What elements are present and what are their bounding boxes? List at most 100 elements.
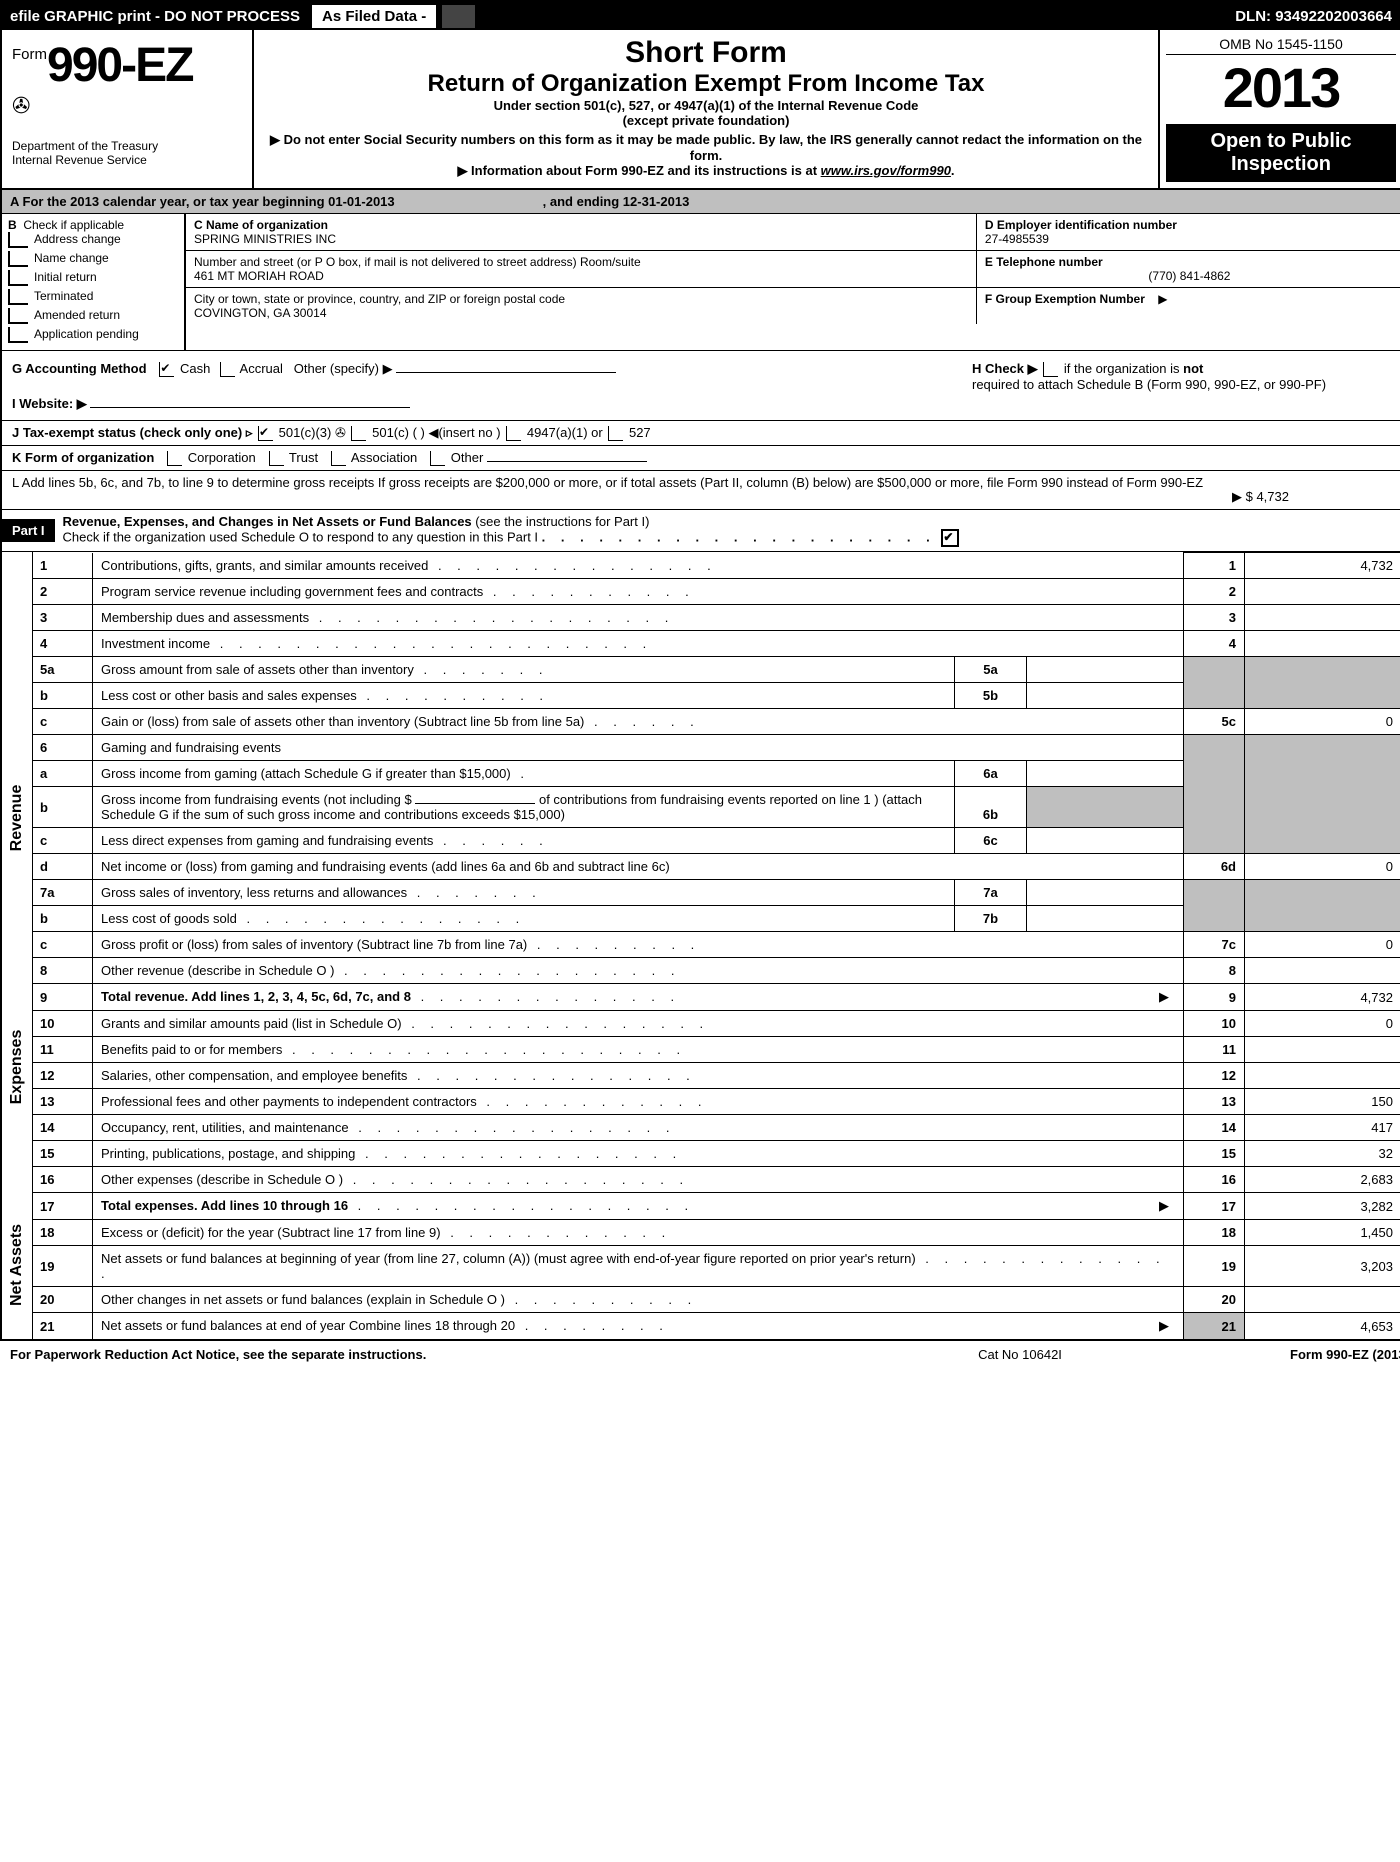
side-expenses: Expenses bbox=[8, 1030, 26, 1105]
line-9: 9 Total revenue. Add lines 1, 2, 3, 4, 5… bbox=[32, 984, 1400, 1011]
topbar: efile GRAPHIC print - DO NOT PROCESS As … bbox=[2, 2, 1400, 30]
omb-no: OMB No 1545-1150 bbox=[1166, 36, 1396, 55]
b-item-0: Address change bbox=[34, 232, 121, 246]
h-not: not bbox=[1183, 361, 1203, 376]
b-item-3: Terminated bbox=[34, 289, 93, 303]
line-14: 14 Occupancy, rent, utilities, and maint… bbox=[32, 1115, 1400, 1141]
checkbox-trust[interactable] bbox=[269, 451, 284, 466]
k-label: K Form of organization bbox=[12, 450, 154, 465]
line-4: 4 Investment income . . . . . . . . . . … bbox=[32, 631, 1400, 657]
b-letter: B bbox=[8, 218, 17, 232]
dept-irs: Internal Revenue Service bbox=[12, 153, 242, 167]
j-opt1: 501(c)(3) bbox=[279, 425, 332, 440]
row-a-begin: A For the 2013 calendar year, or tax yea… bbox=[2, 190, 403, 213]
section-j: J Tax-exempt status (check only one) ▹ 5… bbox=[2, 421, 1400, 446]
checkbox-h[interactable] bbox=[1043, 362, 1058, 377]
line-18: 18 Excess or (deficit) for the year (Sub… bbox=[32, 1220, 1400, 1246]
l-text: L Add lines 5b, 6c, and 7b, to line 9 to… bbox=[12, 475, 1232, 505]
section-l: L Add lines 5b, 6c, and 7b, to line 9 to… bbox=[2, 471, 1400, 510]
side-labels: Revenue Expenses Net Assets bbox=[2, 552, 32, 1339]
line-12: 12 Salaries, other compensation, and emp… bbox=[32, 1063, 1400, 1089]
checkbox-cash[interactable] bbox=[159, 362, 174, 377]
topbar-left: efile GRAPHIC print - DO NOT PROCESS bbox=[2, 5, 308, 28]
subline-2: (except private foundation) bbox=[266, 113, 1146, 128]
checkbox-501c[interactable] bbox=[351, 426, 366, 441]
city-label: City or town, state or province, country… bbox=[194, 292, 968, 306]
col-b: B Check if applicable Address change Nam… bbox=[2, 214, 186, 350]
line-19: 19 Net assets or fund balances at beginn… bbox=[32, 1246, 1400, 1287]
checkbox-501c3[interactable] bbox=[258, 426, 273, 441]
checkbox-assoc[interactable] bbox=[331, 451, 346, 466]
dept-treasury: Department of the Treasury bbox=[12, 139, 242, 153]
section-i: I Website: ▶ bbox=[2, 394, 1400, 421]
line-20: 20 Other changes in net assets or fund b… bbox=[32, 1287, 1400, 1313]
subline-1: Under section 501(c), 527, or 4947(a)(1)… bbox=[266, 98, 1146, 113]
checkbox-corp[interactable] bbox=[167, 451, 182, 466]
page-footer: For Paperwork Reduction Act Notice, see … bbox=[0, 1341, 1400, 1368]
g-label: G Accounting Method bbox=[12, 361, 147, 376]
line-16: 16 Other expenses (describe in Schedule … bbox=[32, 1167, 1400, 1193]
c-label: C Name of organization bbox=[194, 218, 968, 232]
d-label: D Employer identification number bbox=[985, 218, 1394, 232]
line-7a: 7a Gross sales of inventory, less return… bbox=[32, 880, 1400, 906]
h-label: H Check ▶ bbox=[972, 361, 1038, 376]
street-label: Number and street (or P O box, if mail i… bbox=[194, 255, 968, 269]
b-check-label: Check if applicable bbox=[23, 218, 124, 232]
warning-1: ▶ Do not enter Social Security numbers o… bbox=[266, 132, 1146, 163]
checkbox-527[interactable] bbox=[608, 426, 623, 441]
line-13: 13 Professional fees and other payments … bbox=[32, 1089, 1400, 1115]
line-6d: d Net income or (loss) from gaming and f… bbox=[32, 854, 1400, 880]
b-item-1: Name change bbox=[34, 251, 109, 265]
row-a-end: , and ending 12-31-2013 bbox=[543, 190, 690, 213]
k-opt3: Other bbox=[451, 450, 484, 465]
org-name: SPRING MINISTRIES INC bbox=[194, 232, 968, 246]
checkbox-schedule-o[interactable] bbox=[941, 529, 959, 547]
opt-accrual: Accrual bbox=[240, 361, 283, 376]
f-label: F Group Exemption Number bbox=[985, 292, 1145, 306]
footer-right: Form 990-EZ (2013) bbox=[1150, 1347, 1400, 1362]
line-7b: b Less cost of goods sold . . . . . . . … bbox=[32, 906, 1400, 932]
checkbox-accrual[interactable] bbox=[220, 362, 235, 377]
line-7c: c Gross profit or (loss) from sales of i… bbox=[32, 932, 1400, 958]
topbar-mid: As Filed Data - bbox=[312, 5, 436, 28]
checkbox-terminated[interactable] bbox=[8, 289, 28, 305]
short-form-title: Short Form bbox=[266, 36, 1146, 70]
part-1-table: 1 Contributions, gifts, grants, and simi… bbox=[32, 552, 1400, 1339]
part-1-title-wrap: Revenue, Expenses, and Changes in Net As… bbox=[63, 510, 962, 551]
header-mid: Short Form Return of Organization Exempt… bbox=[254, 30, 1160, 188]
b-item-5: Application pending bbox=[34, 327, 139, 341]
side-revenue: Revenue bbox=[8, 784, 26, 851]
l-value: ▶ $ 4,732 bbox=[1232, 475, 1392, 505]
checkbox-4947[interactable] bbox=[506, 426, 521, 441]
k-opt1: Trust bbox=[289, 450, 318, 465]
part-1-sub: Check if the organization used Schedule … bbox=[63, 530, 539, 545]
section-b-to-f: B Check if applicable Address change Nam… bbox=[2, 214, 1400, 351]
line-8: 8 Other revenue (describe in Schedule O … bbox=[32, 958, 1400, 984]
form-number: 990-EZ bbox=[47, 39, 192, 92]
checkbox-name-change[interactable] bbox=[8, 251, 28, 267]
checkbox-address-change[interactable] bbox=[8, 232, 28, 248]
line-10: 10 Grants and similar amounts paid (list… bbox=[32, 1011, 1400, 1037]
ein-value: 27-4985539 bbox=[985, 232, 1394, 246]
street-value: 461 MT MORIAH ROAD bbox=[194, 269, 968, 283]
footer-mid: Cat No 10642I bbox=[890, 1347, 1150, 1362]
row-a: A For the 2013 calendar year, or tax yea… bbox=[2, 190, 1400, 214]
j-opt2: 501(c) ( ) ◀(insert no ) bbox=[372, 425, 500, 440]
checkbox-amended[interactable] bbox=[8, 308, 28, 324]
irs-link[interactable]: www.irs.gov/form990 bbox=[821, 163, 951, 178]
line-6b: b Gross income from fundraising events (… bbox=[32, 787, 1400, 828]
line-17: 17 Total expenses. Add lines 10 through … bbox=[32, 1193, 1400, 1220]
checkbox-initial-return[interactable] bbox=[8, 270, 28, 286]
checkbox-other-org[interactable] bbox=[430, 451, 445, 466]
header-left: Form990-EZ ✇ Department of the Treasury … bbox=[2, 30, 254, 188]
topbar-dln: DLN: 93492202003664 bbox=[1225, 5, 1400, 28]
header-right: OMB No 1545-1150 2013 Open to Public Ins… bbox=[1160, 30, 1400, 188]
line-1: 1 Contributions, gifts, grants, and simi… bbox=[32, 553, 1400, 579]
line-5a: 5a Gross amount from sale of assets othe… bbox=[32, 657, 1400, 683]
k-opt0: Corporation bbox=[188, 450, 256, 465]
opt-other: Other (specify) ▶ bbox=[294, 361, 393, 376]
line-5b: b Less cost or other basis and sales exp… bbox=[32, 683, 1400, 709]
checkbox-app-pending[interactable] bbox=[8, 327, 28, 343]
line-6: 6 Gaming and fundraising events bbox=[32, 735, 1400, 761]
org-info-table: C Name of organization SPRING MINISTRIES… bbox=[186, 214, 1400, 324]
